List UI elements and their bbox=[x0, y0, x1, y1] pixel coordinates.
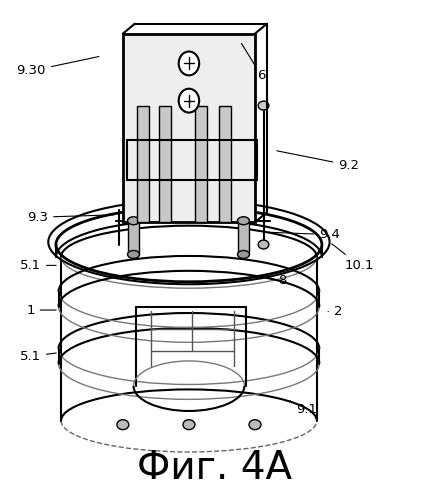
Ellipse shape bbox=[249, 420, 261, 430]
Text: 9.4: 9.4 bbox=[269, 228, 340, 241]
Text: 8: 8 bbox=[264, 274, 287, 287]
Ellipse shape bbox=[258, 240, 269, 249]
Text: 2: 2 bbox=[328, 305, 342, 318]
Ellipse shape bbox=[183, 420, 195, 430]
Ellipse shape bbox=[258, 101, 269, 110]
Bar bbox=[123, 33, 255, 222]
Text: 9.30: 9.30 bbox=[17, 56, 99, 77]
Bar bbox=[159, 106, 171, 222]
Text: Фиг. 4А: Фиг. 4А bbox=[137, 449, 292, 487]
Circle shape bbox=[179, 89, 199, 113]
Text: 5.1: 5.1 bbox=[20, 350, 56, 363]
Ellipse shape bbox=[238, 250, 249, 258]
Circle shape bbox=[179, 51, 199, 75]
Text: 5.1: 5.1 bbox=[20, 259, 56, 272]
Bar bbox=[219, 106, 231, 222]
Ellipse shape bbox=[127, 250, 139, 258]
Bar bbox=[127, 221, 139, 254]
Text: 9.1: 9.1 bbox=[290, 401, 317, 416]
Text: 1: 1 bbox=[26, 303, 56, 316]
Bar bbox=[238, 221, 249, 254]
Text: 6: 6 bbox=[242, 43, 266, 82]
Text: 9.2: 9.2 bbox=[277, 151, 359, 172]
Bar bbox=[137, 106, 149, 222]
Ellipse shape bbox=[117, 420, 129, 430]
Bar bbox=[195, 106, 207, 222]
Ellipse shape bbox=[127, 217, 139, 225]
Text: 9.3: 9.3 bbox=[27, 211, 114, 224]
Ellipse shape bbox=[238, 217, 249, 225]
Text: 10.1: 10.1 bbox=[332, 244, 374, 272]
